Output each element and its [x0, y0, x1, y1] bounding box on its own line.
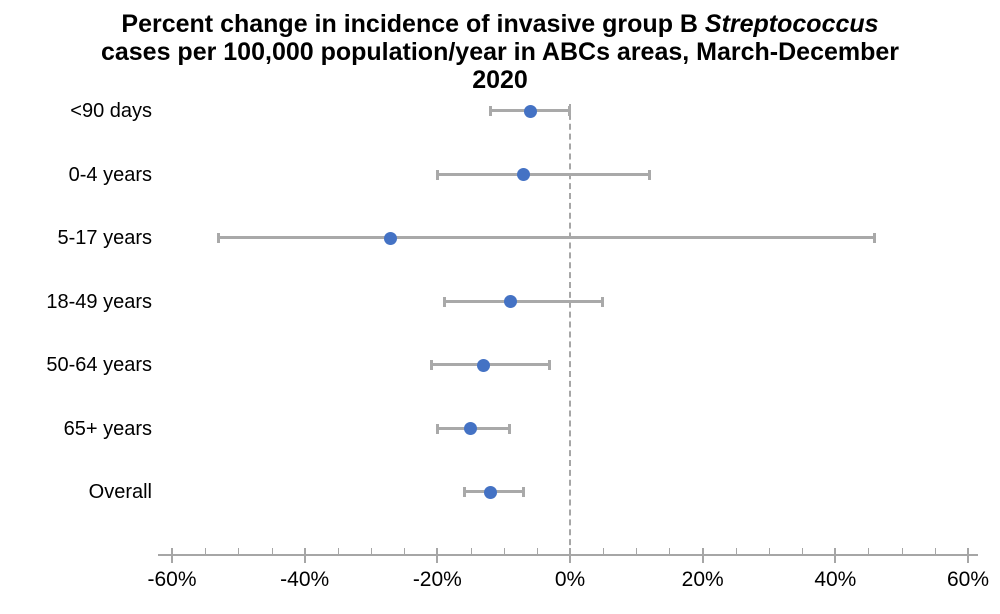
- chart-title: Percent change in incidence of invasive …: [0, 10, 1000, 94]
- error-bar-cap-right: [873, 233, 877, 243]
- x-axis-minor-tick: [404, 548, 406, 555]
- x-axis-line: [158, 554, 978, 556]
- x-axis-minor-tick: [503, 548, 505, 555]
- category-label: 5-17 years: [57, 227, 153, 249]
- error-bar-cap-right: [548, 360, 552, 370]
- error-bar: [430, 363, 551, 366]
- error-bar-cap-left: [436, 169, 440, 180]
- chart-title-line-3: 2020: [472, 66, 528, 94]
- x-axis-major-tick: [569, 548, 571, 563]
- error-bar-cap-left: [442, 296, 446, 307]
- error-bar-cap-left: [436, 423, 440, 434]
- error-bar-cap-left: [217, 233, 221, 243]
- data-point-marker: [384, 231, 398, 245]
- zero-reference-line: [569, 104, 571, 555]
- x-axis-minor-tick: [271, 548, 273, 555]
- category-label: <90 days: [70, 100, 152, 122]
- error-bar: [218, 236, 876, 239]
- x-axis-major-tick: [303, 548, 306, 563]
- x-axis-tick-label: 40%: [814, 568, 857, 591]
- x-axis-major-tick: [701, 548, 704, 563]
- data-point-marker: [477, 358, 491, 372]
- x-axis-major-tick: [966, 548, 969, 563]
- x-axis-tick-label: 60%: [946, 568, 989, 591]
- x-axis-minor-tick: [868, 548, 870, 555]
- chart-title-line-1: Percent change in incidence of invasive …: [0, 10, 1000, 38]
- data-point-marker: [483, 485, 497, 499]
- category-label: 50-64 years: [46, 354, 152, 376]
- category-label: 0-4 years: [68, 163, 152, 186]
- x-axis-minor-tick: [603, 548, 605, 555]
- x-axis-minor-tick: [536, 548, 538, 555]
- x-axis-minor-tick: [669, 548, 671, 555]
- x-axis-major-tick: [436, 548, 439, 563]
- error-bar: [437, 172, 650, 176]
- x-axis-minor-tick: [238, 548, 240, 555]
- data-point-marker: [503, 295, 517, 308]
- error-bar-cap-right: [568, 106, 571, 116]
- data-point-marker: [464, 422, 477, 435]
- x-axis-tick-label: -40%: [280, 568, 330, 591]
- x-axis-minor-tick: [735, 548, 737, 555]
- chart-title-text: Percent change in incidence of invasive …: [121, 10, 705, 38]
- x-axis-minor-tick: [802, 548, 804, 555]
- error-bar-cap-right: [521, 487, 525, 497]
- category-label: Overall: [88, 481, 152, 503]
- x-axis-tick-label: -20%: [412, 568, 462, 591]
- data-point-marker: [517, 168, 531, 181]
- category-label: 18-49 years: [46, 290, 152, 313]
- category-label: 65+ years: [63, 417, 152, 440]
- error-bar: [443, 299, 604, 303]
- x-axis-minor-tick: [636, 548, 638, 555]
- chart-title-italic-text: Streptococcus: [704, 10, 879, 38]
- x-axis-minor-tick: [337, 548, 339, 555]
- x-axis-tick-label: 0%: [554, 568, 586, 591]
- x-axis-minor-tick: [934, 548, 936, 555]
- error-bar-cap-left: [489, 106, 493, 116]
- error-bar-cap-right: [647, 169, 651, 180]
- x-axis-minor-tick: [205, 548, 207, 555]
- x-axis-tick-label: 20%: [681, 568, 724, 591]
- error-bar-cap-right: [601, 296, 605, 307]
- chart-title-line-2: cases per 100,000 population/year in ABC…: [100, 38, 900, 66]
- x-axis-minor-tick: [371, 548, 372, 555]
- x-axis-minor-tick: [901, 548, 903, 555]
- x-axis-major-tick: [171, 548, 173, 563]
- error-bar-cap-right: [508, 423, 512, 434]
- data-point-marker: [523, 104, 537, 118]
- x-axis-major-tick: [834, 548, 837, 563]
- x-axis-minor-tick: [768, 548, 770, 555]
- x-axis-minor-tick: [470, 548, 472, 555]
- error-bar-cap-left: [429, 360, 433, 370]
- x-axis-tick-label: -60%: [147, 568, 197, 591]
- error-bar-cap-left: [462, 487, 466, 497]
